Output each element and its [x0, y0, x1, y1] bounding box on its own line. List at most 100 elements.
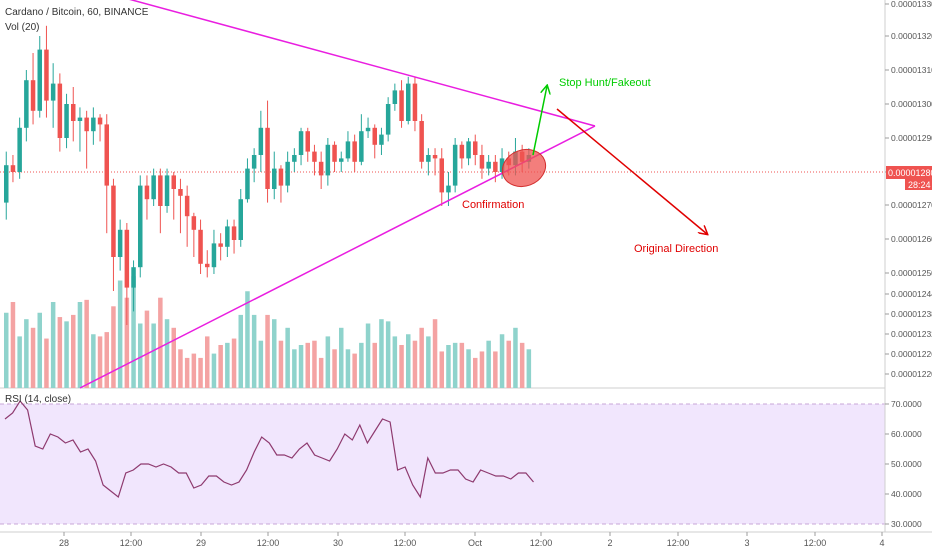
rsi-tick-label: 70.0000 [891, 399, 922, 409]
volume-bar [251, 314, 257, 388]
volume-bar [426, 336, 431, 388]
candle-body [285, 161, 290, 186]
candle-body [318, 161, 324, 176]
candle-body [292, 155, 297, 162]
volume-bar [164, 319, 170, 388]
candle-body [419, 121, 424, 162]
confirmation-label: Confirmation [462, 199, 524, 211]
candle-body [71, 104, 76, 121]
candle-body [466, 141, 471, 159]
breakout-highlight-ellipse [501, 148, 547, 188]
volume-bar [493, 351, 498, 388]
rsi-label: RSI (14, close) [5, 394, 71, 405]
volume-bar [506, 340, 511, 388]
candle-body [198, 229, 203, 264]
candle-body [245, 168, 250, 200]
volume-bar [205, 336, 210, 388]
volume-bar [385, 321, 391, 388]
candle-body [432, 155, 438, 159]
volume-bar [318, 357, 324, 388]
candle-body [412, 83, 418, 121]
volume-bar [452, 342, 458, 388]
time-tick-label: 30 [333, 538, 343, 548]
last-price-value: 0.00001280 [888, 168, 932, 178]
candle-body [379, 134, 384, 145]
candle-body [44, 49, 49, 101]
volume-bar [359, 342, 364, 388]
candle-body [124, 229, 130, 288]
volume-bar [91, 334, 96, 388]
price-tick-label: 0.00001238 [891, 309, 932, 319]
candle-body [479, 155, 485, 169]
volume-bar [245, 291, 250, 388]
volume-bar [439, 351, 444, 388]
candle-body [17, 127, 22, 172]
volume-bar [117, 280, 123, 388]
volume-bar [399, 345, 404, 388]
volume-bar [37, 312, 42, 388]
candle-body [493, 161, 498, 172]
time-tick-label: 29 [196, 538, 206, 548]
volume-bar [486, 340, 491, 388]
volume-bar [218, 345, 223, 388]
time-axis: 28 12:00 29 12:00 30 12:00 Oct 12:00 2 12:00 3 12:0… [59, 532, 885, 548]
price-tick-label: 0.00001320 [891, 31, 932, 41]
volume-bar [30, 327, 36, 388]
volume-bar [97, 336, 103, 388]
volume-bar [406, 334, 411, 388]
candle-body [446, 185, 451, 193]
candle-body [332, 144, 337, 162]
volume-bar [131, 276, 136, 388]
candle-body [499, 158, 505, 172]
candle-body [439, 158, 444, 193]
volume-bar [278, 340, 284, 388]
candle-body [97, 117, 103, 125]
price-tick-label: 0.00001310 [891, 65, 932, 75]
candle-body [211, 243, 217, 268]
rsi-line [4, 399, 534, 499]
countdown-value: 28:24 [908, 180, 931, 190]
volume-bar [479, 351, 485, 388]
candle-body [91, 117, 96, 132]
volume-bar [379, 319, 384, 388]
volume-bar [392, 336, 398, 388]
candle-body [171, 175, 176, 189]
volume-bar [473, 357, 478, 388]
candle-body [24, 80, 29, 128]
volume-bar [325, 336, 331, 388]
volume-bar [71, 314, 76, 388]
candle-body [4, 165, 9, 203]
volume-bar [412, 340, 418, 388]
price-tick-label: 0.00001226 [891, 349, 932, 359]
candle-body [312, 151, 317, 162]
candle-body [298, 131, 304, 155]
volume-bar [44, 338, 49, 388]
volume-bar [305, 342, 310, 388]
time-tick-label: 2 [607, 538, 612, 548]
volume-bar [238, 314, 243, 388]
candle-body [459, 144, 465, 159]
candle-body [486, 161, 491, 169]
time-tick-label: 12:00 [257, 538, 280, 548]
rsi-band [0, 404, 885, 524]
rsi-tick-label: 50.0000 [891, 459, 922, 469]
candle-body [452, 144, 458, 186]
candle-body [365, 127, 371, 132]
time-tick-label: 4 [879, 538, 884, 548]
candle-body [184, 195, 190, 217]
price-tick-label: 0.00001330 [891, 0, 932, 9]
volume-bar [10, 302, 16, 388]
volume-bar [345, 349, 351, 388]
candle-body [144, 185, 150, 200]
volume-bar [191, 353, 197, 388]
candle-body [225, 226, 230, 247]
candle-body [399, 90, 404, 121]
rsi-tick-label: 30.0000 [891, 519, 922, 529]
original-direction-arrow [556, 108, 707, 234]
volume-bar [64, 321, 69, 388]
candle-body [473, 141, 478, 155]
candle-body [258, 127, 264, 155]
volume-bar [372, 342, 377, 388]
volume-bar [526, 349, 532, 388]
